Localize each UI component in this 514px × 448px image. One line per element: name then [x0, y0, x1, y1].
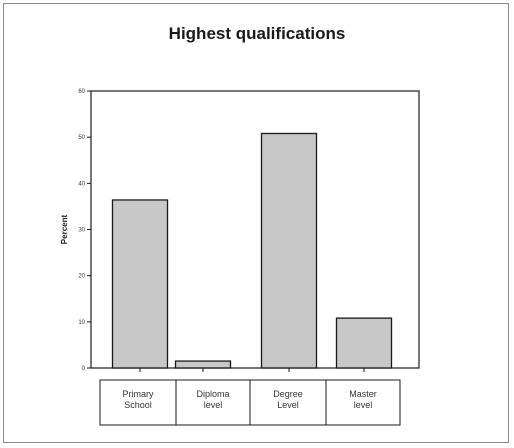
y-tick-label: 50	[78, 135, 85, 141]
x-tick-label: level	[204, 400, 223, 410]
y-tick-label: 0	[82, 366, 86, 372]
x-tick-label: level	[354, 400, 373, 410]
chart-title: Highest qualifications	[168, 24, 346, 43]
y-tick-label: 20	[78, 274, 85, 280]
x-tick-label: Primary	[123, 389, 154, 399]
x-tick-label: Level	[277, 400, 299, 410]
bar	[111, 199, 169, 369]
x-tick-label: School	[124, 400, 152, 410]
y-tick-label: 40	[78, 181, 85, 187]
y-axis-label: Percent	[60, 214, 69, 244]
y-tick-label: 10	[78, 320, 85, 326]
x-tick-label: Master	[349, 389, 377, 399]
x-tick-label: Diploma	[196, 389, 229, 399]
bar	[335, 317, 393, 369]
y-tick-label: 60	[78, 89, 85, 95]
bar	[174, 360, 232, 369]
bar	[260, 132, 318, 369]
x-tick-label: Degree	[273, 389, 303, 399]
y-tick-label: 30	[78, 228, 85, 234]
